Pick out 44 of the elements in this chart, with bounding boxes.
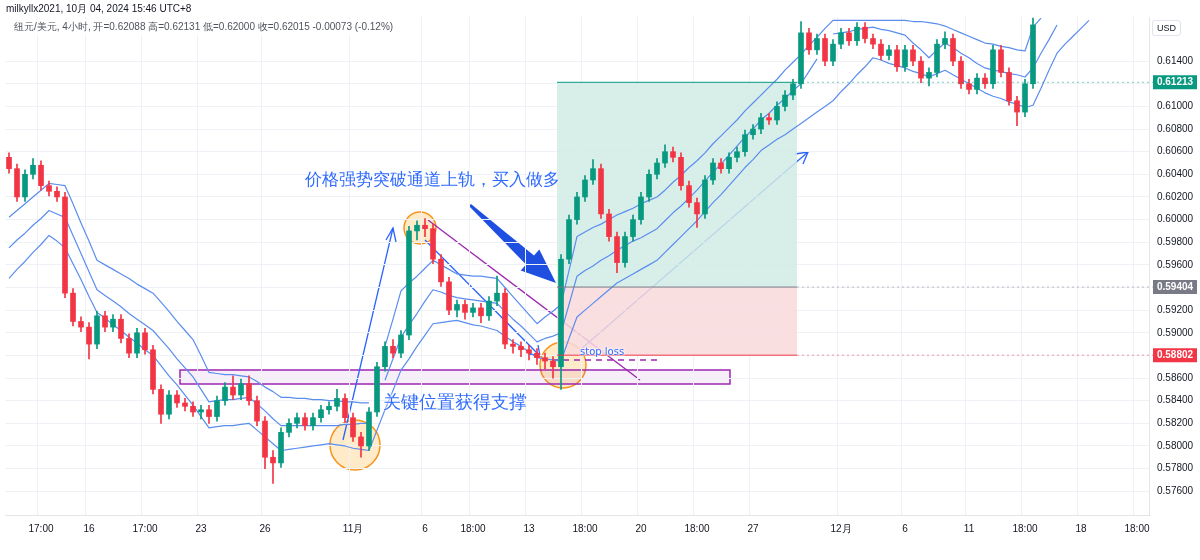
ref-line-label: 0.58802	[1156, 348, 1194, 360]
y-tick-label: 0.57600	[1157, 484, 1194, 496]
x-tick-label: 18:00	[572, 522, 598, 534]
x-tick-label: 6	[422, 522, 429, 534]
x-tick-label: 26	[259, 522, 271, 534]
y-tick-label: 0.59200	[1157, 303, 1194, 315]
y-tick-label: 0.60400	[1157, 168, 1194, 180]
x-tick-label: 20	[635, 522, 647, 534]
x-tick-label: 18:00	[1124, 522, 1150, 534]
y-tick-label: 0.58600	[1157, 371, 1194, 383]
y-tick-label: 0.59000	[1157, 326, 1194, 338]
y-tick-label: 0.57800	[1157, 462, 1194, 474]
chart-subtitle: 纽元/美元, 4小时, 开=0.62088 高=0.62131 低=0.62000 收=0.62015 -0.00073 (-0.12%)	[12, 19, 396, 35]
ref-line-label: 0.59404	[1156, 280, 1194, 292]
x-tick-label: 11月	[342, 522, 364, 534]
x-tick-label: 27	[747, 522, 759, 534]
x-tick-label: 16	[83, 522, 95, 534]
x-tick-label: 18	[1075, 522, 1087, 534]
annotation: stop loss	[580, 346, 625, 357]
y-tick-label: 0.60200	[1157, 190, 1194, 202]
y-tick-label: 0.60800	[1157, 122, 1194, 134]
x-tick-label: 17:00	[28, 522, 54, 534]
y-axis-title: USD	[1152, 20, 1182, 36]
y-tick-label: 0.59800	[1157, 235, 1194, 247]
y-tick-label: 0.59600	[1157, 258, 1194, 270]
annotation: 价格强势突破通道上轨，买入做多	[305, 168, 560, 191]
x-tick-label: 18:00	[460, 522, 486, 534]
x-tick-label: 18:00	[684, 522, 710, 534]
x-tick-label: 23	[195, 522, 207, 534]
y-tick-label: 0.60600	[1157, 145, 1194, 157]
x-tick-label: 6	[902, 522, 909, 534]
x-tick-label: 12月	[830, 522, 852, 534]
y-tick-label: 0.61400	[1157, 54, 1194, 66]
y-tick-label: 0.58000	[1157, 439, 1194, 451]
y-tick-label: 0.58400	[1157, 394, 1194, 406]
x-tick-label: 18:00	[1012, 522, 1038, 534]
y-tick-label: 0.60000	[1157, 213, 1194, 225]
x-tick-label: 13	[523, 522, 535, 534]
x-tick-label: 17:00	[132, 522, 158, 534]
y-tick-label: 0.61000	[1157, 100, 1194, 112]
y-tick-label: 0.58200	[1157, 417, 1194, 429]
ref-line-label: 0.61213	[1156, 76, 1194, 88]
chart-title: milkyllx2021, 10月 04, 2024 15:46 UTC+8	[6, 2, 192, 16]
x-tick-label: 11	[963, 522, 975, 534]
